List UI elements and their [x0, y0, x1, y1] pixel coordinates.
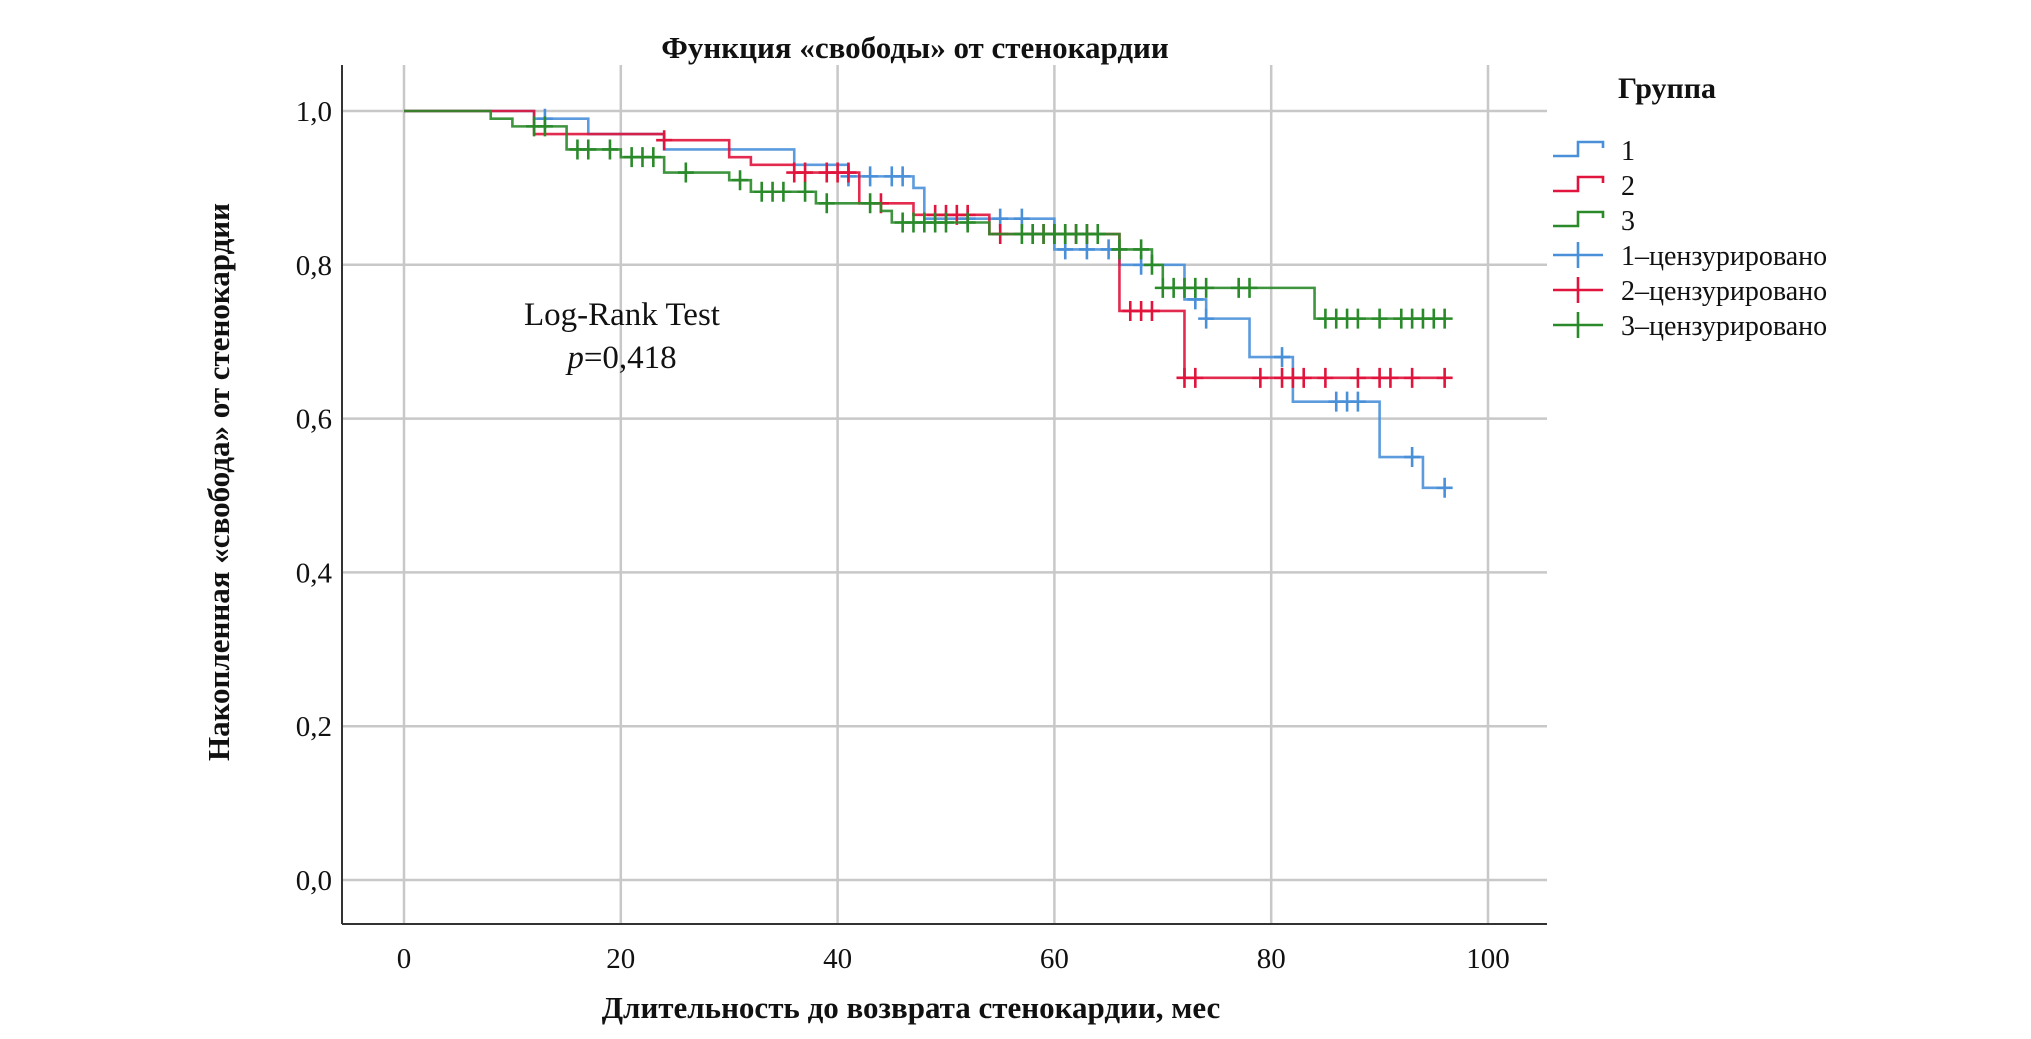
x-tick-label: 40: [823, 943, 852, 975]
x-tick-label: 80: [1257, 943, 1286, 975]
censor-mark-group-3: [862, 193, 879, 214]
p-value: =0,418: [584, 340, 677, 376]
y-tick-label: 0,0: [296, 865, 332, 897]
censor-mark-group-3: [1241, 277, 1258, 298]
legend: Группа 1 2 3 1–цензурировано 2–цензурировано…: [1553, 72, 1827, 342]
y-tick-label: 1,0: [296, 96, 332, 128]
y-tick-label: 0,8: [296, 250, 332, 282]
censor-mark-group-3: [1436, 308, 1453, 329]
censor-mark-group-3: [1089, 224, 1106, 245]
annotation-test-name: Log-Rank Test: [524, 297, 720, 333]
censor-mark-group-2: [840, 162, 857, 183]
log-rank-annotation: Log-Rank Test p=0,418: [524, 297, 720, 376]
grid: [342, 65, 1547, 924]
censor-mark-group-2: [797, 162, 814, 183]
y-tick-label: 0,2: [296, 711, 332, 743]
censor-mark-group-1: [1274, 347, 1291, 368]
censor-mark-group-3: [1349, 308, 1366, 329]
censor-mark-group-2: [1404, 367, 1421, 388]
y-tick-label: 0,6: [296, 404, 332, 436]
censor-mark-group-2: [1295, 367, 1312, 388]
annotation-p-value: p=0,418: [565, 340, 676, 376]
censor-mark-group-3: [1371, 308, 1388, 329]
legend-label-1: 1: [1621, 136, 1635, 167]
censor-mark-group-2: [1187, 367, 1204, 388]
censor-mark-group-2: [656, 130, 673, 151]
legend-label-3: 3: [1621, 206, 1635, 237]
censor-mark-group-1: [1349, 391, 1366, 412]
censor-mark-group-3: [1198, 277, 1215, 298]
censor-mark-group-3: [818, 193, 835, 214]
censor-mark-group-3: [580, 139, 597, 160]
censor-mark-group-3: [775, 181, 792, 202]
censor-mark-group-3: [938, 212, 954, 233]
censor-mark-group-1: [862, 166, 879, 187]
survival-curve-group-2: [404, 109, 1445, 380]
censor-mark-group-3: [645, 147, 662, 168]
y-tick-label: 0,4: [296, 557, 333, 589]
legend-title: Группа: [1618, 72, 1716, 105]
censor-mark-group-3: [536, 116, 553, 137]
censor-mark-group-3: [959, 212, 976, 233]
chart-title: Функция «свободы» от стенокардии: [661, 30, 1169, 65]
censor-mark-group-2: [1143, 300, 1160, 321]
censor-mark-group-3: [601, 139, 618, 160]
censor-mark-group-3: [732, 170, 749, 191]
legend-censor-icon-3: [1553, 312, 1603, 338]
censor-mark-group-3: [1143, 254, 1160, 275]
x-tick-label: 100: [1466, 943, 1510, 975]
censor-mark-group-1: [894, 166, 911, 187]
x-tick-label: 0: [397, 943, 412, 975]
censor-mark-group-3: [677, 162, 694, 183]
censor-mark-group-2: [1252, 367, 1269, 388]
legend-censor-label-3: 3–цензурировано: [1621, 311, 1827, 342]
x-tick-label: 20: [606, 943, 635, 975]
censor-mark-group-3: [797, 181, 814, 202]
axes: 0 20 40 60 80 100 0,0 0,2 0,4 0,6 0,8 1,0: [296, 65, 1547, 975]
legend-step-icon-3: [1553, 210, 1605, 228]
censor-mark-group-2: [1436, 367, 1453, 388]
p-label: p: [565, 340, 584, 376]
legend-step-icon-1: [1553, 140, 1605, 158]
censor-mark-group-2: [1382, 367, 1399, 388]
series-layer: [404, 108, 1453, 498]
legend-label-2: 2: [1621, 171, 1635, 202]
censor-mark-group-2: [1317, 367, 1334, 388]
legend-step-icon-2: [1553, 175, 1605, 193]
censor-mark-group-1: [1404, 447, 1421, 468]
censor-mark-group-2: [1349, 367, 1366, 388]
censor-mark-group-3: [1133, 239, 1150, 260]
x-axis-label: Длительность до возврата стенокардии, ме…: [602, 990, 1221, 1025]
censor-mark-group-1: [1436, 477, 1453, 498]
legend-censor-icon-1: [1553, 242, 1603, 268]
legend-censor-icon-2: [1553, 277, 1603, 303]
legend-censor-label-1: 1–цензурировано: [1621, 241, 1827, 272]
censor-mark-group-1: [1198, 308, 1215, 329]
censor-mark-group-3: [1111, 239, 1128, 260]
x-tick-label: 60: [1040, 943, 1069, 975]
y-axis-label: Накопленная «свобода» от стенокардии: [201, 203, 236, 761]
legend-censor-label-2: 2–цензурировано: [1621, 276, 1827, 307]
